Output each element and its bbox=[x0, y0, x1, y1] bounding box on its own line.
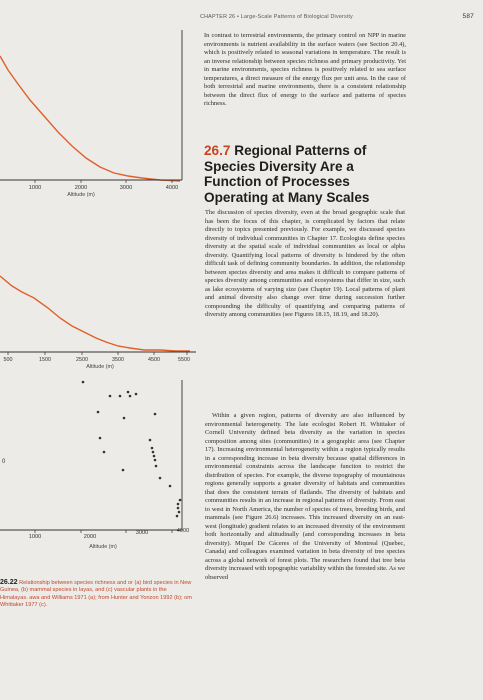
panel-b-tick-3500: 3500 bbox=[112, 357, 124, 363]
running-header: CHAPTER 26 • Large-Scale Patterns of Bio… bbox=[200, 13, 480, 24]
panel-c-ticks bbox=[34, 530, 173, 533]
point bbox=[176, 502, 180, 506]
point bbox=[175, 514, 179, 518]
figure-26-22: 1000 2000 3000 4000 Altitude (m) 500 bbox=[0, 0, 196, 700]
point bbox=[153, 458, 157, 462]
panel-c-tick-2000: 2000 bbox=[84, 534, 96, 540]
panel-b-tick-4500: 4500 bbox=[148, 357, 160, 363]
point bbox=[177, 510, 181, 514]
point bbox=[154, 464, 158, 468]
panel-b-tick-5500: 5500 bbox=[178, 357, 190, 363]
panel-c: 0 bbox=[0, 380, 189, 550]
panel-b-tick-500: 500 bbox=[4, 357, 13, 363]
header-title: Large-Scale Patterns of Biological Diver… bbox=[240, 14, 353, 20]
point bbox=[134, 392, 138, 396]
page-number: 587 bbox=[462, 13, 474, 20]
paragraph-2: The discussion of species diversity, eve… bbox=[205, 209, 405, 318]
point bbox=[121, 468, 125, 472]
panel-a-tick-2000: 2000 bbox=[75, 185, 87, 191]
section-number: 26.7 bbox=[204, 143, 231, 158]
panel-c-tick-3000: 3000 bbox=[136, 530, 148, 536]
panel-c-tick-4000: 4000 bbox=[177, 528, 189, 534]
panel-c-tick-1000: 1000 bbox=[29, 534, 41, 540]
section-title: Regional Patterns of Species Diversity A… bbox=[204, 143, 370, 205]
point bbox=[153, 412, 157, 416]
caption-text: Relationship between species richness an… bbox=[0, 580, 192, 601]
point bbox=[150, 446, 154, 450]
panel-b-curve bbox=[0, 275, 190, 352]
point bbox=[122, 416, 126, 420]
point bbox=[108, 394, 112, 398]
point bbox=[158, 476, 162, 480]
point bbox=[81, 380, 85, 384]
figure-caption: 26.22 Relationship between species richn… bbox=[0, 579, 192, 610]
point bbox=[96, 410, 100, 414]
panel-a: 1000 2000 3000 4000 Altitude (m) bbox=[0, 30, 183, 198]
point bbox=[98, 436, 102, 440]
point bbox=[176, 506, 180, 510]
point bbox=[168, 484, 172, 488]
panel-b-tick-1500: 1500 bbox=[39, 357, 51, 363]
panel-b-ticks bbox=[7, 352, 188, 355]
panel-b: 500 1500 2500 3500 4500 5500 Altitude (m… bbox=[0, 275, 196, 370]
panel-a-tick-1000: 1000 bbox=[29, 185, 41, 191]
point bbox=[178, 498, 182, 502]
header-chapter: CHAPTER 26 bbox=[200, 14, 236, 20]
panel-a-tick-3000: 3000 bbox=[120, 185, 132, 191]
caption-number: 26.22 bbox=[0, 579, 18, 586]
panel-a-tick-4000: 4000 bbox=[166, 185, 178, 191]
panel-c-xlabel: Altitude (m) bbox=[89, 544, 117, 550]
point bbox=[126, 390, 130, 394]
panel-b-tick-2500: 2500 bbox=[76, 357, 88, 363]
section-heading: 26.7 Regional Patterns of Species Divers… bbox=[204, 143, 404, 205]
paragraph-3: Within a given region, patterns of diver… bbox=[205, 412, 406, 581]
panel-a-ticks bbox=[34, 180, 173, 183]
header-bullet: • bbox=[236, 14, 241, 20]
point bbox=[151, 450, 155, 454]
panel-c-y-tick: 0 bbox=[2, 459, 6, 465]
point bbox=[152, 454, 156, 458]
panel-a-xlabel: Altitude (m) bbox=[67, 192, 95, 198]
panel-c-points bbox=[81, 380, 182, 518]
panel-b-xlabel: Altitude (m) bbox=[86, 364, 114, 370]
panel-a-curve bbox=[0, 55, 181, 182]
figure-panels: 1000 2000 3000 4000 Altitude (m) 500 bbox=[0, 30, 196, 550]
point bbox=[148, 438, 152, 442]
point bbox=[128, 394, 132, 398]
point bbox=[102, 450, 106, 454]
intro-paragraph: In contrast to terrestrial environments,… bbox=[204, 32, 406, 107]
point bbox=[118, 394, 122, 398]
text-column: CHAPTER 26 • Large-Scale Patterns of Bio… bbox=[196, 0, 483, 700]
caption-source: awa and Williams 1971 (a); from Hunter a… bbox=[0, 594, 192, 609]
